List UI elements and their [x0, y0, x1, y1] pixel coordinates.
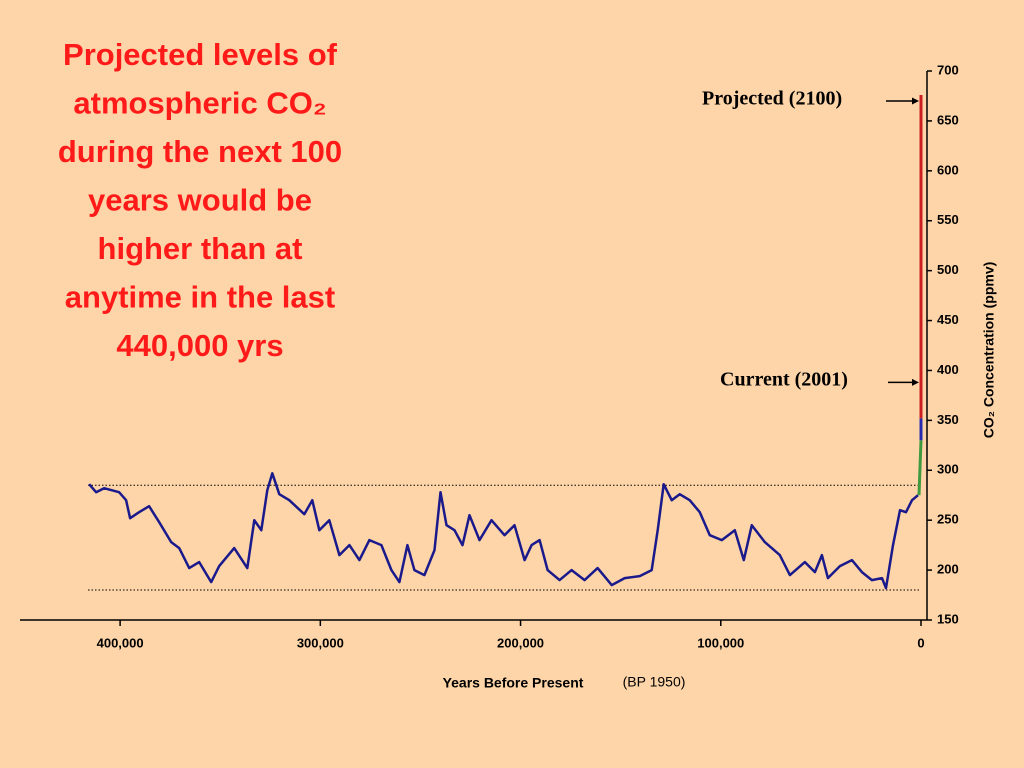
title-line: 440,000 yrs	[116, 328, 283, 363]
data-line	[88, 472, 919, 590]
y-tick-label: 500	[937, 262, 959, 277]
y-tick-label: 250	[937, 512, 959, 527]
x-tick-label: 0	[917, 635, 924, 650]
data-line	[917, 440, 923, 496]
annotation: Projected (2100)	[702, 88, 842, 110]
y-tick-label: 400	[937, 362, 959, 377]
title-line: anytime in the last	[65, 280, 335, 315]
title-line: atmospheric CO₂	[73, 86, 326, 121]
arrow-head	[912, 97, 919, 105]
annotation: Current (2001)	[720, 369, 848, 391]
y-tick-label: 300	[937, 462, 959, 477]
title-line: higher than at	[98, 231, 303, 266]
y-tick-label: 150	[937, 611, 959, 626]
x-axis-label: Years Before Present	[443, 675, 584, 691]
y-axis-label: CO₂ Concentration (ppmv)	[981, 262, 997, 439]
arrow-head	[912, 378, 919, 386]
title-line: Projected levels of	[63, 37, 338, 72]
y-tick-label: 550	[937, 212, 959, 227]
y-tick-label: 200	[937, 562, 959, 577]
title-line: years would be	[88, 183, 312, 218]
x-tick-label: 200,000	[497, 635, 544, 650]
y-tick-label: 600	[937, 162, 959, 177]
x-tick-label: 100,000	[697, 635, 744, 650]
y-tick-label: 450	[937, 312, 959, 327]
y-tick-label: 350	[937, 412, 959, 427]
title-line: during the next 100	[58, 134, 342, 169]
x-tick-label: 300,000	[297, 635, 344, 650]
y-tick-label: 650	[937, 112, 959, 127]
x-tick-label: 400,000	[97, 635, 144, 650]
x-axis-note: (BP 1950)	[623, 674, 686, 690]
y-tick-label: 700	[937, 62, 959, 77]
